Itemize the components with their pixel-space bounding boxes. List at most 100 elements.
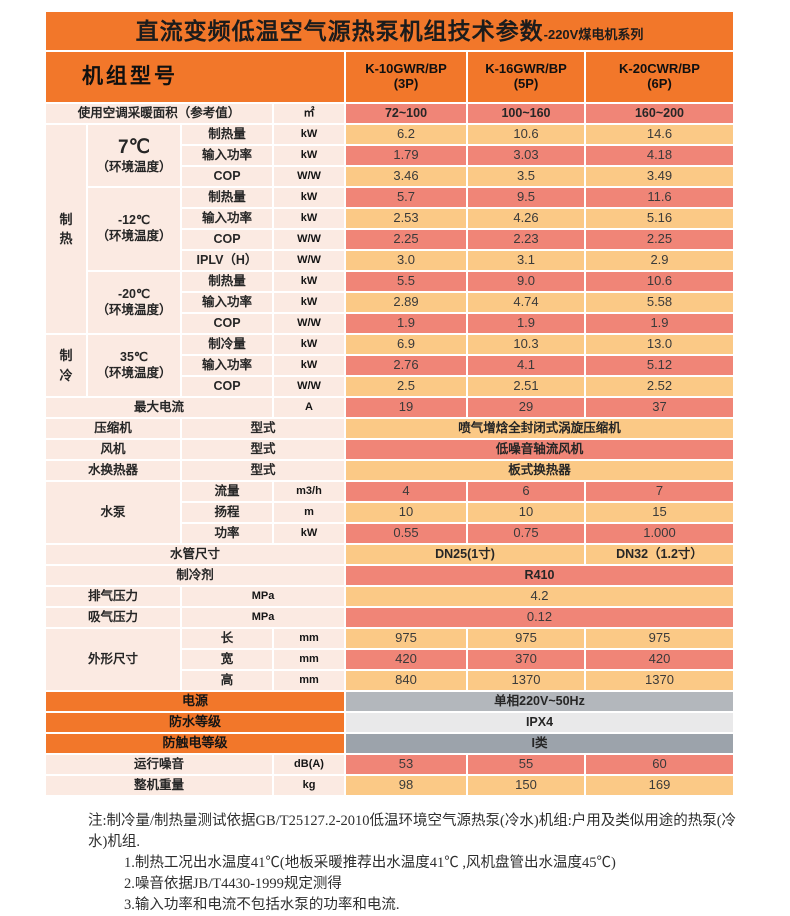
type-label: 型式: [182, 461, 344, 480]
spec-value: 10.6: [468, 125, 584, 144]
spec-label: 流量: [182, 482, 272, 501]
spec-value: 6: [468, 482, 584, 501]
spec-unit: W/W: [274, 167, 344, 186]
spec-value: I类: [346, 734, 733, 753]
temp-7c: 7℃ （环境温度）: [88, 125, 180, 186]
spec-label: 功率: [182, 524, 272, 543]
refrigerant-row: 制冷剂 R410: [46, 566, 733, 585]
weight-row: 整机重量 kg 98 150 169: [46, 776, 733, 795]
temp-minus20c: -20℃ （环境温度）: [88, 272, 180, 333]
spec-value: 150: [468, 776, 584, 795]
spec-label: 宽: [182, 650, 272, 669]
dimension-row: 宽 mm 420 370 420: [46, 650, 733, 669]
spec-unit: W/W: [274, 377, 344, 396]
spec-row: -20℃ （环境温度） 制热量 kW 5.5 9.0 10.6: [46, 272, 733, 333]
dimension-row: 高 mm 840 1370 1370: [46, 671, 733, 690]
spec-unit: mm: [274, 650, 344, 669]
title-row: 直流变频低温空气源热泵机组技术参数-220V煤电机系列: [46, 12, 733, 50]
spec-row: COP W/W 3.46 3.5 3.49: [46, 167, 733, 186]
spec-value: 5.16: [586, 209, 733, 228]
temp-35c: 35℃ （环境温度）: [88, 335, 180, 396]
spec-value: 2.53: [346, 209, 466, 228]
spec-label: IPLV（H）: [182, 251, 272, 270]
waterproof-row: 防水等级 IPX4: [46, 713, 733, 732]
spec-row: 制热 7℃ （环境温度） 制热量 kW 6.2 10.6 14.6: [46, 125, 733, 333]
spec-value: 3.5: [468, 167, 584, 186]
spec-unit: W/W: [274, 230, 344, 249]
pump-row: 功率 kW 0.55 0.75 1.000: [46, 524, 733, 543]
spec-value: 10: [346, 503, 466, 522]
spec-unit: kW: [274, 209, 344, 228]
spec-value: 6.2: [346, 125, 466, 144]
spec-value: 4.26: [468, 209, 584, 228]
page-title-suffix: -220V煤电机系列: [543, 26, 644, 42]
spec-unit: kg: [274, 776, 344, 795]
spec-label: 制热量: [182, 272, 272, 291]
spec-value: 975: [468, 629, 584, 648]
spec-value: 7: [586, 482, 733, 501]
spec-row: COP W/W 2.5 2.51 2.52: [46, 377, 733, 396]
spec-label: 整机重量: [46, 776, 272, 795]
spec-value: 29: [468, 398, 584, 417]
area-value: 72~100: [346, 104, 466, 123]
spec-label: 运行噪音: [46, 755, 272, 774]
spec-value: 2.9: [586, 251, 733, 270]
area-value: 160~200: [586, 104, 733, 123]
spec-label: 长: [182, 629, 272, 648]
spec-unit: kW: [274, 188, 344, 207]
spec-value: 0.12: [346, 608, 733, 627]
spec-value: 975: [586, 629, 733, 648]
spec-unit: MPa: [182, 587, 344, 606]
component-row: 水换热器 型式 板式换热器: [46, 461, 733, 480]
spec-unit: A: [274, 398, 344, 417]
spec-row: 输入功率 kW 2.53 4.26 5.16: [46, 209, 733, 228]
pipe-row: 水管尺寸 DN25(1寸) DN32（1.2寸）: [46, 545, 733, 564]
spec-row: 输入功率 kW 2.76 4.1 5.12: [46, 356, 733, 375]
spec-value: 169: [586, 776, 733, 795]
area-unit: ㎡: [274, 104, 344, 123]
noise-row: 运行噪音 dB(A) 53 55 60: [46, 755, 733, 774]
spec-value: 0.75: [468, 524, 584, 543]
spec-unit: mm: [274, 629, 344, 648]
spec-value: 2.89: [346, 293, 466, 312]
spec-value: 10: [468, 503, 584, 522]
spec-label: 输入功率: [182, 209, 272, 228]
spec-unit: W/W: [274, 251, 344, 270]
pump-row: 水泵 流量 m3/h 4 6 7: [46, 482, 733, 543]
spec-value: IPX4: [346, 713, 733, 732]
type-label: 型式: [182, 440, 344, 459]
spec-value: 9.0: [468, 272, 584, 291]
spec-unit: W/W: [274, 314, 344, 333]
spec-value: 6.9: [346, 335, 466, 354]
spec-value: 13.0: [586, 335, 733, 354]
spec-value: 60: [586, 755, 733, 774]
temp-minus12c: -12℃ （环境温度）: [88, 188, 180, 270]
footnote: 1.制热工况出水温度41℃(地板采暖推荐出水温度41℃ ,风机盘管出水温度45℃…: [124, 855, 616, 872]
spec-label: COP: [182, 314, 272, 333]
spec-unit: m3/h: [274, 482, 344, 501]
heating-side-label: 制热: [46, 125, 86, 333]
area-label: 使用空调采暖面积（参考值）: [46, 104, 272, 123]
spec-value: 15: [586, 503, 733, 522]
spec-label: 防触电等级: [46, 734, 344, 753]
spec-value: 55: [468, 755, 584, 774]
spec-unit: dB(A): [274, 755, 344, 774]
area-row: 使用空调采暖面积（参考值） ㎡ 72~100 100~160 160~200: [46, 104, 733, 123]
spec-value: DN25(1寸): [346, 545, 584, 564]
spec-value: 4.2: [346, 587, 733, 606]
spec-unit: kW: [274, 335, 344, 354]
spec-row: IPLV（H） W/W 3.0 3.1 2.9: [46, 251, 733, 270]
model-header-row: 机组型号 K-10GWR/BP (3P) K-16GWR/BP (5P) K-20C…: [46, 52, 733, 102]
spec-value: 37: [586, 398, 733, 417]
spec-value: 1.79: [346, 146, 466, 165]
spec-label: 扬程: [182, 503, 272, 522]
spec-value: 3.0: [346, 251, 466, 270]
component-row: 风机 型式 低噪音轴流风机: [46, 440, 733, 459]
page-title-main: 直流变频低温空气源热泵机组技术参数: [135, 17, 544, 44]
spec-value: 10.6: [586, 272, 733, 291]
model-col-1: K-16GWR/BP (5P): [468, 52, 584, 102]
spec-value: 3.49: [586, 167, 733, 186]
spec-value: 1.9: [346, 314, 466, 333]
spec-value: 3.46: [346, 167, 466, 186]
spec-value: 10.3: [468, 335, 584, 354]
